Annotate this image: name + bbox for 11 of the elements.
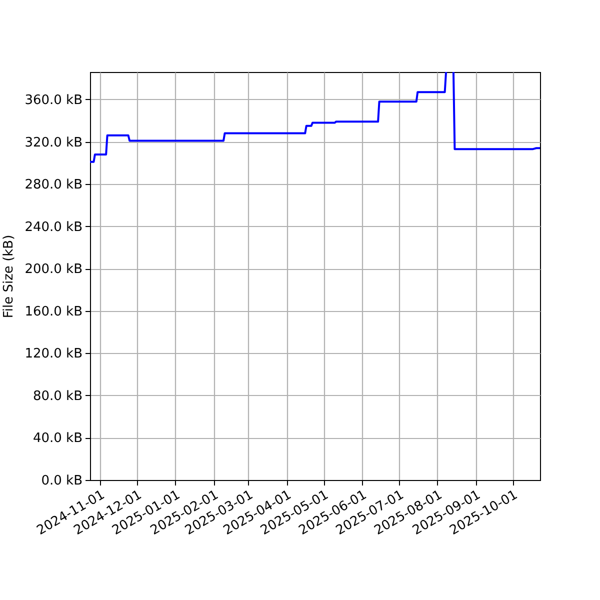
y-tick-label: 200.0 kB [24,262,82,278]
y-tick-label: 160.0 kB [24,304,82,320]
y-tick-label: 360.0 kB [24,92,82,108]
y-tick-label: 320.0 kB [24,135,82,150]
y-tick-label: 120.0 kB [24,346,82,362]
y-axis-title: File Size (kB) [2,234,17,318]
y-tick-label: 280.0 kB [24,178,82,193]
y-tick-label: 0.0 kB [41,474,82,488]
y-tick-label: 80.0 kB [32,388,82,404]
y-tick-label: 40.0 kB [32,431,82,446]
y-tick-label: 240.0 kB [24,220,82,235]
